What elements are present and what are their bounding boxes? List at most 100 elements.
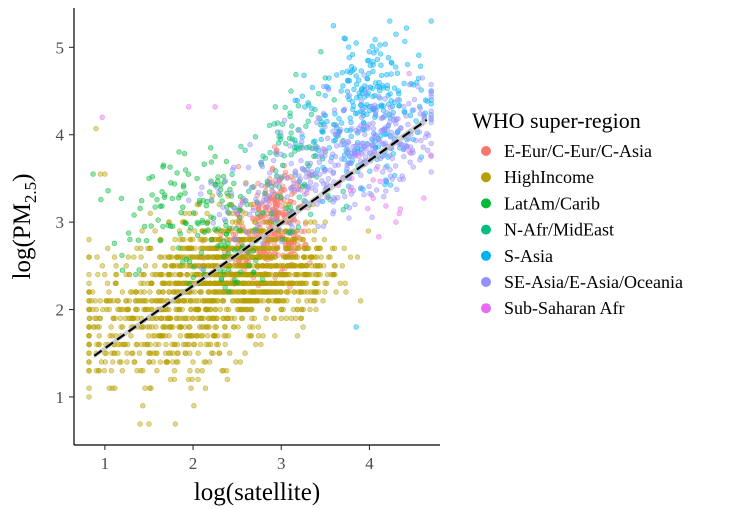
data-point (406, 70, 412, 77)
data-point (277, 189, 283, 196)
y-tick-label: 2 (56, 301, 65, 320)
data-point (349, 125, 355, 132)
data-point (92, 315, 98, 321)
data-point (353, 73, 359, 79)
data-point (176, 149, 182, 155)
data-point (410, 164, 416, 170)
data-point (255, 271, 261, 278)
data-point (350, 143, 356, 150)
data-point (239, 289, 246, 295)
data-point (221, 289, 228, 295)
data-point (393, 219, 399, 225)
data-point (182, 167, 189, 173)
data-point (369, 214, 375, 220)
data-point (340, 188, 346, 195)
data-point (175, 359, 181, 365)
data-point (188, 306, 194, 313)
data-point (299, 306, 305, 313)
data-point (154, 350, 160, 356)
data-point (263, 315, 269, 321)
data-point (428, 152, 434, 158)
data-point (330, 23, 337, 29)
data-point (428, 114, 434, 121)
data-point (317, 171, 323, 178)
data-point (110, 315, 117, 321)
data-point (215, 236, 222, 243)
data-point (288, 315, 295, 321)
data-point (416, 129, 422, 135)
data-point (321, 236, 328, 243)
data-point (156, 341, 162, 348)
data-point (162, 333, 169, 339)
data-point (346, 215, 352, 221)
data-point (231, 247, 238, 253)
data-point (369, 43, 375, 49)
data-point (306, 245, 312, 252)
data-point (303, 219, 309, 225)
data-point (314, 245, 320, 252)
data-point (389, 113, 395, 119)
data-point (136, 267, 142, 273)
data-point (146, 175, 152, 182)
data-point (94, 254, 100, 260)
data-point (225, 241, 231, 247)
data-point (267, 170, 273, 176)
data-point (401, 103, 407, 110)
data-point (142, 263, 149, 269)
data-point (293, 271, 299, 278)
data-point (208, 237, 215, 243)
data-point (278, 238, 285, 245)
data-point (307, 306, 313, 313)
data-point (288, 152, 294, 158)
data-point (364, 123, 371, 130)
data-point (249, 306, 255, 313)
data-point (360, 106, 366, 113)
data-point (197, 341, 204, 348)
legend-title: WHO super-region (472, 108, 641, 133)
data-point (231, 315, 238, 321)
data-point (270, 189, 276, 195)
data-point (376, 84, 383, 90)
data-point (181, 150, 188, 157)
data-point (138, 245, 144, 252)
data-point (403, 25, 410, 31)
data-point (230, 263, 237, 269)
data-point (366, 48, 373, 55)
data-point (235, 324, 241, 330)
data-point (170, 289, 177, 295)
data-point (406, 149, 412, 155)
data-point (290, 263, 297, 269)
data-point (290, 306, 297, 313)
legend-key (481, 277, 491, 287)
data-point (370, 195, 376, 201)
data-point (364, 84, 371, 91)
data-point (348, 133, 354, 140)
data-point (387, 134, 394, 140)
data-point (344, 127, 350, 134)
data-point (244, 306, 250, 313)
data-point (194, 333, 200, 339)
x-axis-title: log(satellite) (194, 479, 320, 506)
data-point (227, 350, 233, 356)
data-point (407, 159, 413, 165)
data-point (273, 298, 280, 304)
data-point (291, 289, 298, 295)
data-point (330, 170, 336, 177)
data-point (183, 315, 189, 321)
data-point (271, 315, 277, 321)
data-point (101, 271, 108, 278)
data-point (369, 136, 375, 142)
data-point (86, 324, 92, 330)
data-point (406, 100, 412, 107)
data-point (177, 231, 184, 237)
data-point (243, 229, 250, 235)
data-point (97, 171, 104, 177)
data-point (240, 195, 247, 202)
legend-key (481, 250, 491, 261)
data-point (159, 315, 165, 321)
data-point (293, 145, 300, 151)
data-point (235, 236, 242, 243)
data-point (311, 280, 318, 286)
data-point (157, 238, 164, 244)
data-point (167, 164, 173, 170)
